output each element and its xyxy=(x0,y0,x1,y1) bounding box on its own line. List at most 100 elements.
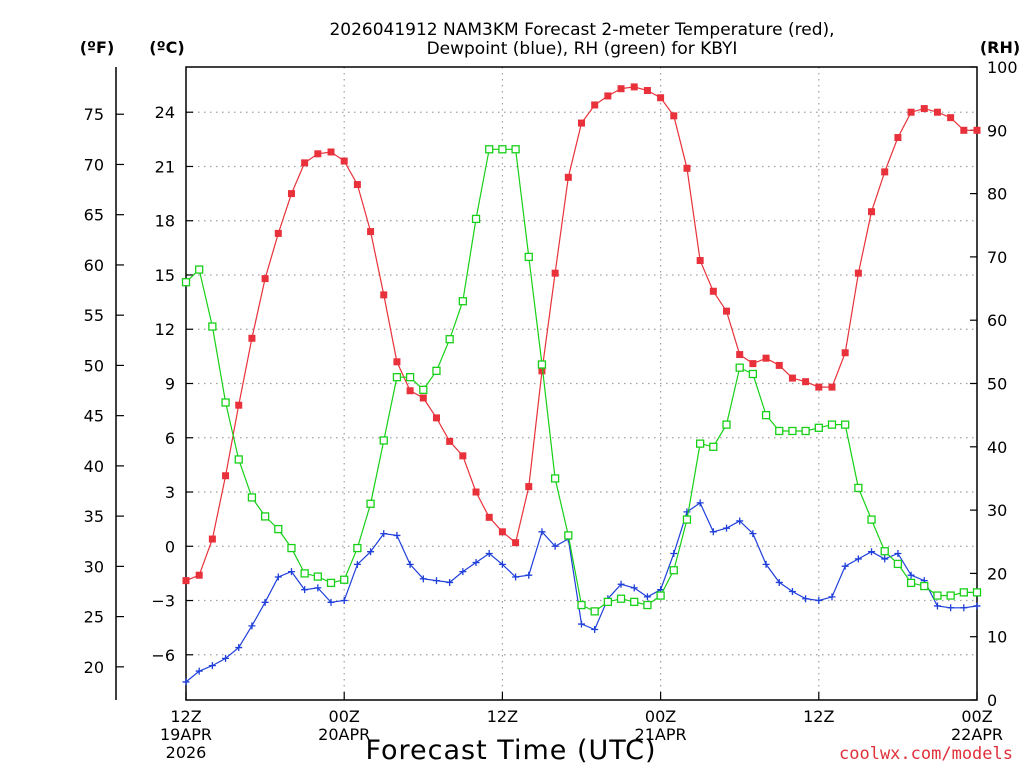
dewpoint-point xyxy=(709,528,717,536)
temperature-point xyxy=(933,108,941,116)
temperature-point xyxy=(723,307,731,315)
dewpoint-point xyxy=(630,584,638,592)
dewpoint-point xyxy=(261,598,269,606)
rh-point xyxy=(761,410,771,420)
temperature-point xyxy=(854,269,862,277)
rh-point xyxy=(709,442,718,451)
dewpoint-point xyxy=(525,571,533,579)
temperature-point xyxy=(815,383,823,391)
celsius-tick-label: 3 xyxy=(165,483,175,502)
dewpoint-point xyxy=(551,542,559,550)
dewpoint-point xyxy=(960,604,968,612)
temperature-series xyxy=(182,83,981,585)
temperature-point xyxy=(657,94,665,102)
rh-point xyxy=(419,385,428,394)
temperature-point xyxy=(683,164,691,172)
rh-point xyxy=(682,515,692,524)
temperature-point xyxy=(604,92,612,100)
fahrenheit-tick-label: 65 xyxy=(84,206,104,225)
temperature-point xyxy=(749,360,757,368)
temperature-point xyxy=(578,119,585,127)
dewpoint-point xyxy=(696,499,704,507)
rh-point xyxy=(906,578,916,588)
rh-point xyxy=(353,543,362,553)
rh-point xyxy=(696,439,705,448)
rh-point xyxy=(656,591,665,600)
temperature-point xyxy=(182,577,190,585)
x-tick-label: 12Z xyxy=(170,707,201,726)
rh-point xyxy=(867,515,876,524)
dewpoint-point xyxy=(933,602,941,610)
rh-point xyxy=(405,373,415,382)
temperature-point xyxy=(841,349,849,357)
rh-point xyxy=(340,575,349,584)
x-axis-label: Forecast Time (UTC) xyxy=(365,735,656,766)
rh-point xyxy=(432,366,441,375)
temperature-point xyxy=(538,367,546,375)
rh-tick-label: 100 xyxy=(987,58,1018,77)
rh-point xyxy=(788,426,797,436)
temperature-point xyxy=(696,257,704,265)
rh-tick-label: 20 xyxy=(987,564,1007,583)
dewpoint-point xyxy=(406,560,414,568)
rh-point xyxy=(814,423,823,432)
dewpoint-point xyxy=(222,654,230,662)
temperature-point xyxy=(670,112,678,120)
temperature-point xyxy=(802,378,810,386)
rh-point xyxy=(247,493,257,502)
chart-title-line-2: Dewpoint (blue), RH (green) for KBYI xyxy=(427,39,738,59)
rh-point xyxy=(669,566,678,575)
dewpoint-point xyxy=(446,578,454,586)
temperature-point xyxy=(512,539,520,547)
rh-point xyxy=(445,335,454,344)
dewpoint-point xyxy=(314,584,322,592)
temperature-point xyxy=(380,291,388,299)
fahrenheit-tick-label: 40 xyxy=(84,457,104,476)
dewpoint-point xyxy=(208,662,216,670)
temperature-point xyxy=(222,472,230,480)
rh-point xyxy=(221,398,230,407)
rh-point xyxy=(498,145,507,154)
celsius-tick-label: 15 xyxy=(155,266,175,285)
rh-point xyxy=(590,607,599,616)
x-tick-label: 00Z xyxy=(961,707,992,726)
dewpoint-point xyxy=(459,568,467,576)
dewpoint-point xyxy=(736,517,744,525)
temperature-point xyxy=(868,208,876,216)
rh-point xyxy=(485,145,494,154)
dewpoint-point xyxy=(854,555,862,563)
rh-point xyxy=(260,512,270,521)
dewpoint-point xyxy=(868,548,876,556)
celsius-tick-label: −3 xyxy=(151,592,175,611)
dewpoint-point xyxy=(762,560,770,568)
temperature-point xyxy=(485,513,493,521)
rh-point xyxy=(326,578,336,588)
temperature-point xyxy=(353,181,361,189)
temperature-point xyxy=(208,535,216,543)
temperature-point xyxy=(446,437,454,445)
x-tick-label: 20APR xyxy=(318,725,370,744)
rh-point xyxy=(722,420,731,429)
dewpoint-point xyxy=(591,625,599,633)
temperature-point xyxy=(617,85,625,93)
celsius-tick-label: 18 xyxy=(155,212,175,231)
dewpoint-point xyxy=(828,593,836,601)
fahrenheit-tick-label: 25 xyxy=(84,608,104,627)
dewpoint-point xyxy=(393,531,401,539)
dewpoint-point xyxy=(353,560,361,568)
temperature-point xyxy=(393,358,401,366)
rh-point xyxy=(392,373,402,382)
rh-point xyxy=(841,420,850,429)
celsius-tick-label: 0 xyxy=(165,537,175,556)
dewpoint-point xyxy=(907,571,915,579)
temperature-point xyxy=(947,114,955,122)
fahrenheit-tick-label: 70 xyxy=(84,155,104,174)
celsius-tick-label: 12 xyxy=(155,320,175,339)
temperature-point xyxy=(432,414,440,422)
dewpoint-point xyxy=(683,508,691,516)
temperature-point xyxy=(459,452,467,460)
rh-point xyxy=(181,278,191,287)
chart-title-line-1: 2026041912 NAM3KM Forecast 2-meter Tempe… xyxy=(329,20,834,40)
dewpoint-point xyxy=(802,595,810,603)
